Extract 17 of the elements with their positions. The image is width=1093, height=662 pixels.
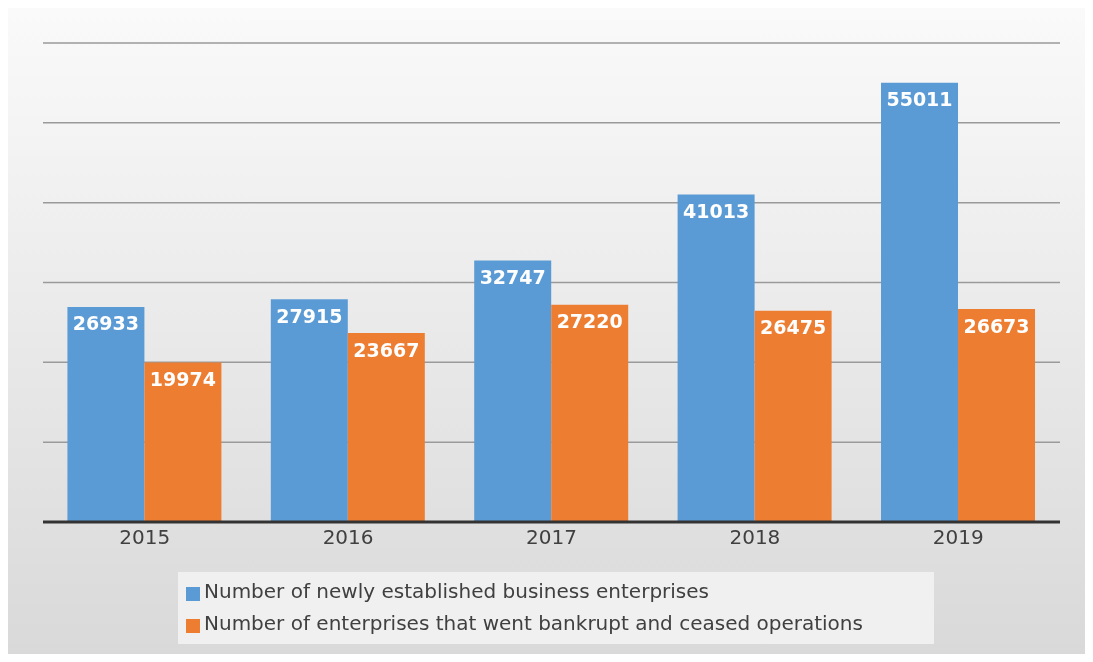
x-tick-label: 2016: [322, 525, 374, 550]
data-label: 27915: [276, 304, 343, 327]
data-label: 26673: [963, 314, 1030, 337]
x-tick-label: 2015: [119, 525, 171, 550]
data-label: 19974: [149, 368, 216, 391]
x-tick-label: 2018: [729, 525, 781, 550]
data-label: 55011: [886, 88, 953, 111]
x-tick-label: 2019: [932, 525, 984, 550]
data-label: 27220: [556, 310, 623, 333]
data-label: 26475: [760, 316, 827, 339]
legend-label: Number of newly established business enterprises: [204, 579, 709, 603]
data-label: 41013: [683, 200, 750, 223]
data-label: 23667: [353, 338, 420, 361]
x-tick-label: 2017: [526, 525, 577, 550]
legend-label: Number of enterprises that went bankrupt and ceased operations: [204, 611, 863, 635]
data-label: 26933: [72, 312, 139, 335]
data-label: 32747: [479, 266, 546, 289]
